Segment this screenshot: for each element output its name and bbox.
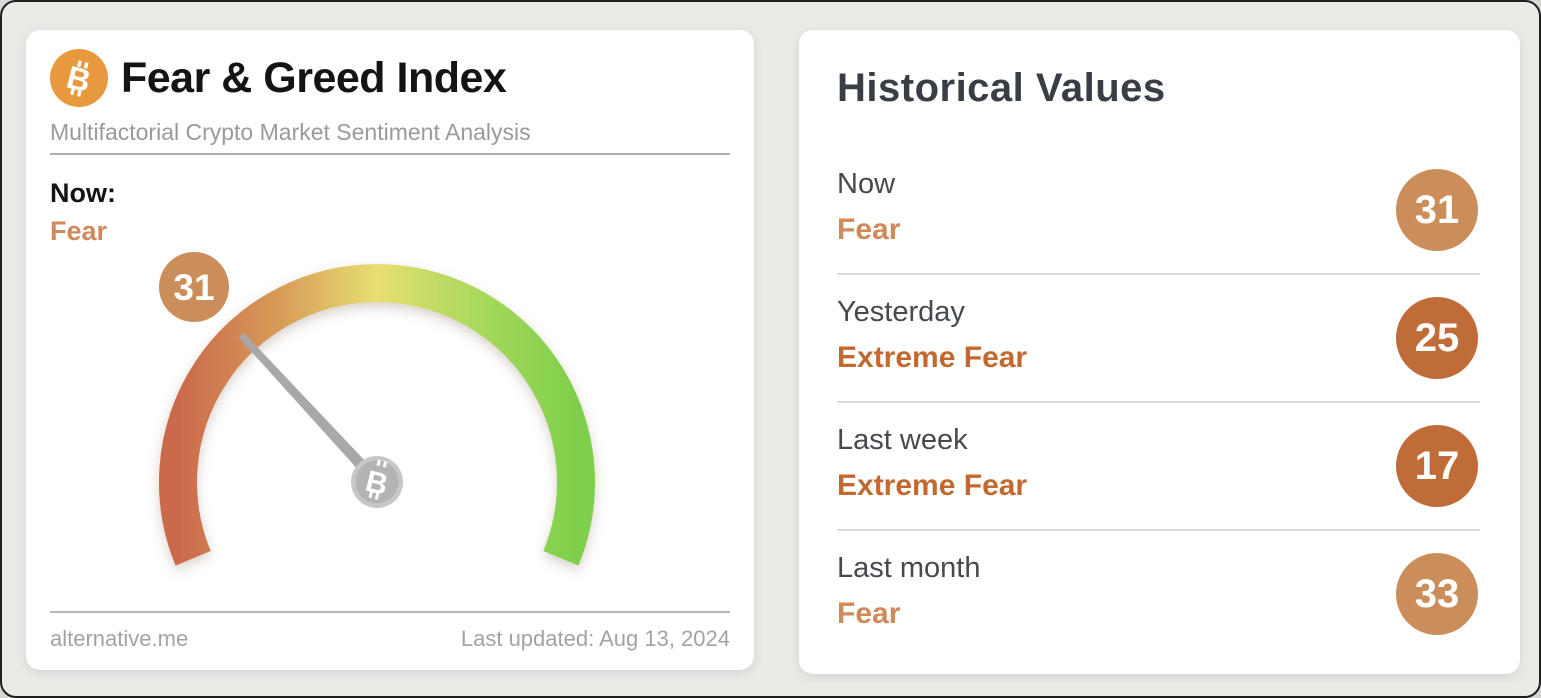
gauge-hub: B <box>351 456 403 508</box>
row-classification: Extreme Fear <box>837 341 1028 374</box>
gauge-needle <box>238 332 390 495</box>
footer-divider <box>50 611 730 613</box>
history-row-last-month: Last month Fear 33 <box>837 529 1480 657</box>
now-classification: Fear <box>50 216 108 246</box>
fear-greed-gauge: B 31 <box>159 252 595 566</box>
value-badge: 25 <box>1396 297 1478 379</box>
card-footer: alternative.me Last updated: Aug 13, 202… <box>50 611 730 652</box>
historical-rows: Now Fear 31 Yesterday Extreme Fear 25 La… <box>837 147 1480 657</box>
row-period: Last month <box>837 552 981 584</box>
history-row-last-week: Last week Extreme Fear 17 <box>837 401 1480 529</box>
value-badge: 17 <box>1396 425 1478 507</box>
row-period: Now <box>837 168 896 200</box>
fear-greed-card: B Fear & Greed Index Multifactorial Cryp… <box>26 30 754 670</box>
row-classification: Fear <box>837 213 901 246</box>
page-subtitle: Multifactorial Crypto Market Sentiment A… <box>50 119 531 145</box>
bitcoin-icon: B <box>50 49 108 107</box>
historical-card: Historical Values Now Fear 31 Yesterday … <box>799 30 1520 674</box>
row-classification: Fear <box>837 597 901 630</box>
gauge-needle-group <box>238 332 390 495</box>
history-row-yesterday: Yesterday Extreme Fear 25 <box>837 273 1480 401</box>
svg-text:31: 31 <box>173 267 214 308</box>
row-classification: Extreme Fear <box>837 469 1028 502</box>
last-updated: Last updated: Aug 13, 2024 <box>460 626 730 651</box>
gauge-value-badge: 31 <box>159 252 229 322</box>
value-badge: 31 <box>1396 169 1478 251</box>
header-divider <box>50 153 730 155</box>
row-period: Last week <box>837 424 968 456</box>
row-period: Yesterday <box>837 296 965 328</box>
source-link[interactable]: alternative.me <box>50 626 189 651</box>
page-title: Fear & Greed Index <box>121 53 507 102</box>
now-label: Now: <box>50 178 116 208</box>
value-badge: 33 <box>1396 553 1478 635</box>
historical-title: Historical Values <box>837 66 1166 110</box>
gauge-arc <box>159 264 595 566</box>
card-header: B Fear & Greed Index <box>50 30 730 107</box>
history-row-now: Now Fear 31 <box>837 147 1480 273</box>
